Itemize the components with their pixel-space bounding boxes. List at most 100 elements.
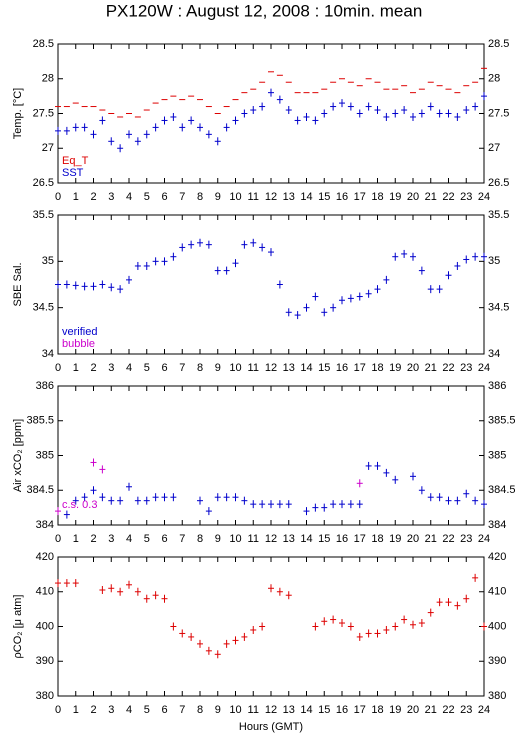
x-tick-label: 19	[389, 191, 401, 203]
data-point	[401, 106, 408, 115]
y-tick-label-right: 386	[488, 380, 506, 392]
data-point	[188, 632, 195, 641]
data-point	[445, 598, 452, 607]
data-point	[445, 109, 452, 118]
x-tick-label: 10	[229, 362, 241, 374]
data-point	[241, 240, 248, 249]
data-point	[374, 285, 381, 294]
data-point	[90, 458, 97, 467]
data-point	[383, 275, 390, 284]
data-point	[312, 292, 319, 301]
x-tick-label: 18	[371, 362, 383, 374]
x-tick-label: 15	[318, 704, 330, 716]
y-tick-label: 385.5	[26, 415, 54, 427]
data-point	[339, 619, 345, 628]
data-point	[152, 123, 159, 132]
data-point	[472, 252, 479, 261]
data-point	[427, 608, 434, 617]
data-point	[268, 584, 274, 593]
x-tick-label: 11	[248, 362, 259, 374]
data-point	[481, 252, 487, 261]
data-point	[347, 294, 354, 303]
data-point	[321, 503, 328, 512]
x-tick-label: 7	[179, 533, 185, 545]
x-tick-label: 17	[354, 533, 366, 545]
data-point	[108, 283, 115, 292]
data-point	[339, 296, 345, 305]
y-tick-label-right: 385.5	[488, 415, 516, 427]
data-point	[99, 586, 106, 595]
x-tick-label: 9	[215, 191, 221, 203]
data-point	[152, 257, 159, 266]
legend-entry: bubble	[62, 338, 95, 350]
y-tick-label-right: 34	[488, 348, 500, 360]
data-point	[472, 573, 479, 582]
data-point	[250, 625, 257, 634]
x-tick-label: 16	[336, 533, 348, 545]
data-point	[214, 266, 221, 275]
data-point	[330, 500, 337, 509]
y-tick-label-right: 400	[488, 620, 506, 632]
data-point	[223, 639, 230, 648]
x-tick-label: 7	[179, 191, 185, 203]
data-point	[268, 88, 274, 97]
data-point	[472, 102, 479, 111]
data-point	[339, 500, 345, 509]
data-point	[205, 130, 212, 139]
y-tick-label-right: 384	[488, 519, 506, 531]
data-point	[108, 496, 115, 505]
data-point	[436, 285, 443, 294]
x-tick-label: 17	[354, 362, 366, 374]
data-point	[321, 617, 328, 626]
data-point	[205, 240, 212, 249]
data-point	[108, 584, 115, 593]
x-tick-label: 1	[73, 362, 79, 374]
data-point	[454, 496, 461, 505]
data-point	[481, 92, 487, 101]
x-tick-label: 12	[265, 533, 277, 545]
data-point	[55, 579, 61, 588]
data-point	[427, 493, 434, 502]
x-tick-label: 22	[442, 533, 454, 545]
x-tick-label: 9	[215, 533, 221, 545]
x-tick-label: 13	[283, 533, 295, 545]
y-tick-label: 384	[36, 519, 54, 531]
data-point	[481, 622, 487, 631]
data-point	[161, 257, 168, 266]
data-point	[188, 116, 195, 125]
data-point	[268, 248, 274, 257]
x-tick-label: 18	[371, 191, 383, 203]
data-point	[418, 109, 425, 118]
data-point	[117, 496, 124, 505]
data-point	[161, 594, 168, 603]
x-tick-label: 0	[55, 533, 61, 545]
data-point	[454, 601, 461, 610]
data-point	[383, 112, 390, 121]
x-tick-label: 18	[371, 704, 383, 716]
data-point	[232, 636, 239, 645]
data-point	[410, 472, 416, 481]
legend-entry: Eq_T	[62, 155, 89, 167]
data-point	[374, 461, 381, 470]
data-point	[276, 95, 283, 104]
data-point	[179, 123, 186, 132]
x-tick-label: 10	[229, 704, 241, 716]
data-point	[347, 622, 354, 631]
data-point	[197, 123, 203, 132]
data-point	[170, 112, 177, 121]
x-tick-label: 14	[300, 704, 312, 716]
y-tick-label: 26.5	[33, 177, 54, 189]
data-point	[152, 591, 159, 600]
x-tick-label: 22	[442, 191, 454, 203]
data-point	[214, 650, 221, 659]
x-tick-label: 21	[425, 704, 437, 716]
y-tick-label-right: 384.5	[488, 484, 516, 496]
data-point	[232, 493, 239, 502]
x-tick-label: 11	[248, 191, 259, 203]
data-point	[170, 622, 177, 631]
data-point	[250, 238, 257, 247]
y-tick-label: 28	[42, 73, 54, 85]
data-point	[401, 249, 408, 258]
x-tick-label: 2	[90, 704, 96, 716]
data-point	[374, 106, 381, 115]
